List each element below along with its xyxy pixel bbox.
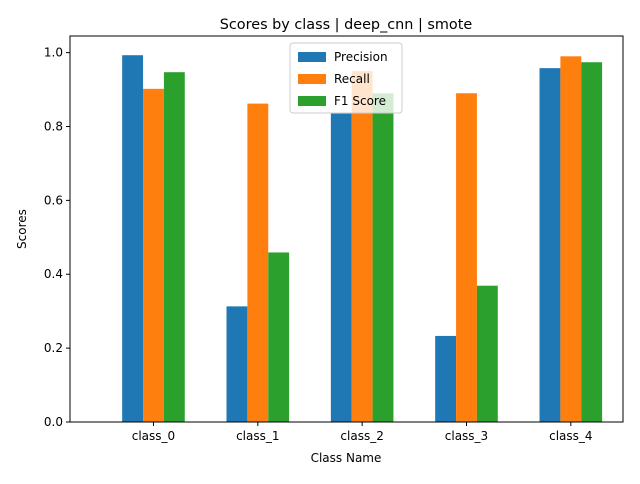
x-tick-label: class_2	[340, 429, 383, 443]
x-axis-label: Class Name	[311, 451, 382, 465]
legend-swatch	[298, 74, 326, 84]
bar-recall-class_4	[560, 56, 582, 422]
x-tick-label: class_3	[445, 429, 488, 443]
y-tick-label: 0.0	[44, 415, 63, 429]
legend-swatch	[298, 96, 326, 106]
bar-f1-score-class_1	[268, 252, 290, 422]
bar-recall-class_1	[247, 103, 269, 422]
bar-precision-class_1	[226, 306, 248, 422]
y-tick-label: 0.2	[44, 341, 63, 355]
y-axis-label: Scores	[15, 209, 29, 249]
bar-f1-score-class_0	[163, 72, 185, 422]
y-tick-label: 1.0	[44, 46, 63, 60]
legend-label: Recall	[334, 72, 370, 86]
bar-recall-class_0	[143, 88, 164, 422]
chart-title: Scores by class | deep_cnn | smote	[220, 17, 473, 33]
bar-f1-score-class_3	[476, 285, 498, 422]
bar-f1-score-class_2	[372, 93, 394, 422]
y-tick-label: 0.4	[44, 267, 63, 281]
bar-recall-class_2	[351, 71, 373, 422]
bars-group	[122, 55, 603, 423]
bar-precision-class_3	[435, 335, 457, 422]
y-axis-ticks: 0.0 0.2 0.4 0.6 0.8 1.0	[44, 46, 70, 429]
x-axis-ticks: class_0 class_1 class_2 class_3 class_4	[132, 422, 593, 443]
legend-swatch	[298, 52, 326, 62]
legend-label: Precision	[334, 50, 388, 64]
bar-recall-class_3	[456, 93, 477, 422]
x-tick-label: class_1	[236, 429, 279, 443]
x-tick-label: class_0	[132, 429, 175, 443]
x-tick-label: class_4	[549, 429, 592, 443]
y-tick-label: 0.8	[44, 119, 63, 133]
plot-frame	[69, 35, 624, 423]
legend: Precision Recall F1 Score	[289, 42, 403, 114]
bar-precision-class_0	[122, 55, 144, 423]
y-tick-label: 0.6	[44, 193, 63, 207]
bar-f1-score-class_4	[581, 62, 603, 422]
bar-precision-class_4	[539, 68, 561, 422]
legend-label: F1 Score	[334, 94, 386, 108]
bar-precision-class_2	[330, 113, 352, 422]
